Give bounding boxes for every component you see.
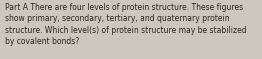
Text: Part A There are four levels of protein structure. These figures
show primary, s: Part A There are four levels of protein …: [5, 3, 246, 46]
